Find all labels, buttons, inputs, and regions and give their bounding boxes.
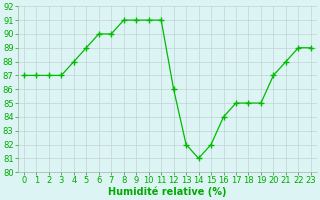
X-axis label: Humidité relative (%): Humidité relative (%) [108,187,227,197]
